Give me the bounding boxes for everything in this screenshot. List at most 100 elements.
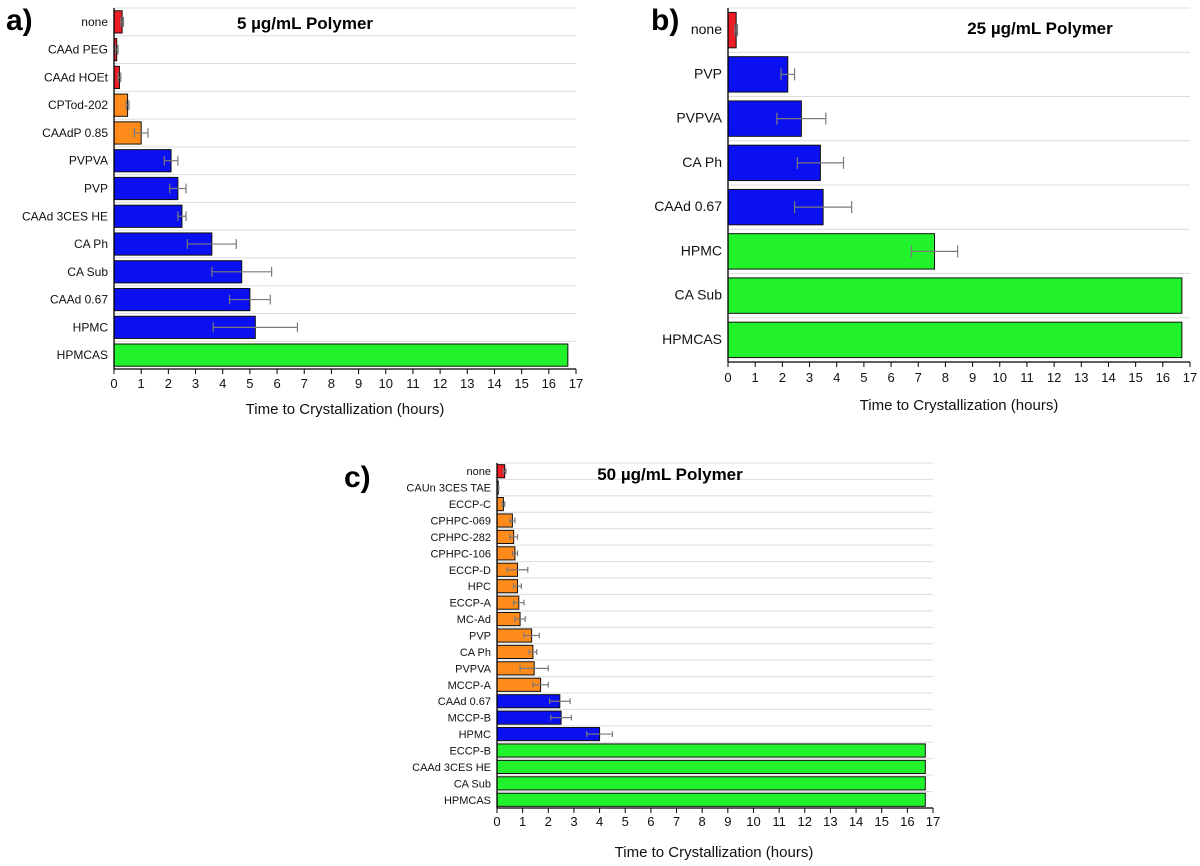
x-tick-label: 2 xyxy=(165,376,172,391)
category-label: HPMC xyxy=(459,729,491,741)
x-tick-label: 6 xyxy=(647,814,654,829)
chart-panel-b: b) none PVP PVPVA CA Ph CAAd 0.67 HPMC CA Sub HP… xyxy=(651,4,1197,414)
bar-pvp xyxy=(727,56,789,93)
x-tick-label: 7 xyxy=(915,370,922,385)
chart-panel-c: c) none CAUn 3CES TAE ECCP-C CPHPC-069 CPHPC-… xyxy=(344,461,940,861)
category-label: none xyxy=(81,15,108,29)
category-label: CAAd 0.67 xyxy=(654,198,722,214)
category-label: HPMCAS xyxy=(57,348,108,362)
category-label: none xyxy=(691,21,722,37)
category-label: ECCP-B xyxy=(449,746,491,758)
x-tick-label: 8 xyxy=(699,814,706,829)
bar-eccp-b xyxy=(496,743,926,758)
x-tick-label: 16 xyxy=(542,376,556,391)
category-label: CAAd PEG xyxy=(48,43,108,57)
x-tick-label: 10 xyxy=(993,370,1007,385)
x-tick-label: 13 xyxy=(460,376,474,391)
category-label: HPMCAS xyxy=(444,795,491,807)
panel-label: c) xyxy=(344,461,371,494)
x-tick-label: 0 xyxy=(493,814,500,829)
x-tick-label: 3 xyxy=(806,370,813,385)
x-tick-label: 12 xyxy=(433,376,447,391)
category-label: PVPVA xyxy=(69,154,108,168)
category-label: PVPVA xyxy=(455,663,492,675)
bar-pvpva xyxy=(113,149,172,173)
x-tick-label: 11 xyxy=(406,376,420,391)
category-label: CAAd 0.67 xyxy=(438,696,491,708)
chart-panel-a: a) none CAAd PEG CAAd HOEt CPTod-202 CAAdP 0.… xyxy=(6,4,583,418)
bar-hpmcas xyxy=(113,343,569,367)
category-label: CAAd 0.67 xyxy=(50,293,108,307)
x-tick-label: 9 xyxy=(724,814,731,829)
x-tick-label: 15 xyxy=(514,376,528,391)
bar-caad-3ces-he xyxy=(496,759,926,774)
bar-hpmc xyxy=(727,233,936,270)
x-tick-label: 4 xyxy=(219,376,226,391)
category-label: HPMC xyxy=(73,320,109,334)
x-tick-label: 4 xyxy=(833,370,840,385)
category-label: HPMCAS xyxy=(662,331,722,347)
x-tick-label: 9 xyxy=(969,370,976,385)
category-label: ECCP-A xyxy=(449,598,491,610)
category-label: PVPVA xyxy=(676,110,722,126)
bar-ca-sub xyxy=(727,277,1183,314)
x-tick-label: 8 xyxy=(942,370,949,385)
bar-caad-3ces-he xyxy=(113,204,183,228)
x-tick-label: 16 xyxy=(1156,370,1170,385)
category-label: HPMC xyxy=(681,242,722,258)
x-tick-label: 16 xyxy=(900,814,914,829)
category-label: PVP xyxy=(469,631,491,643)
category-label: CAAdP 0.85 xyxy=(42,126,108,140)
x-tick-label: 15 xyxy=(874,814,888,829)
x-tick-label: 13 xyxy=(1074,370,1088,385)
x-tick-label: 12 xyxy=(798,814,812,829)
x-tick-label: 17 xyxy=(569,376,583,391)
category-label: CPTod-202 xyxy=(48,98,108,112)
bar-hpmc xyxy=(496,727,601,742)
x-tick-label: 1 xyxy=(138,376,145,391)
x-tick-label: 7 xyxy=(673,814,680,829)
x-tick-label: 13 xyxy=(823,814,837,829)
x-tick-label: 5 xyxy=(860,370,867,385)
category-label: CAAd 3CES HE xyxy=(22,209,108,223)
x-tick-label: 3 xyxy=(192,376,199,391)
x-tick-label: 4 xyxy=(596,814,603,829)
category-label: none xyxy=(467,466,491,478)
category-label: CPHPC-069 xyxy=(430,516,491,528)
x-axis-label: Time to Crystallization (hours) xyxy=(860,397,1059,414)
category-label: ECCP-D xyxy=(449,565,491,577)
category-label: ECCP-C xyxy=(449,499,491,511)
category-label: CA Ph xyxy=(74,237,108,251)
x-tick-label: 17 xyxy=(926,814,940,829)
x-tick-label: 0 xyxy=(724,370,731,385)
x-tick-label: 12 xyxy=(1047,370,1061,385)
category-label: HPC xyxy=(468,581,491,593)
x-tick-label: 14 xyxy=(487,376,501,391)
x-tick-label: 5 xyxy=(246,376,253,391)
x-tick-label: 1 xyxy=(519,814,526,829)
category-label: CPHPC-282 xyxy=(430,532,491,544)
x-tick-label: 5 xyxy=(622,814,629,829)
x-tick-label: 6 xyxy=(887,370,894,385)
category-label: CPHPC-106 xyxy=(430,548,491,560)
x-axis-label: Time to Crystallization (hours) xyxy=(246,401,445,418)
x-tick-label: 2 xyxy=(545,814,552,829)
panel-label: b) xyxy=(651,4,679,37)
x-tick-label: 2 xyxy=(779,370,786,385)
category-label: CA Ph xyxy=(682,154,722,170)
category-label: CA Ph xyxy=(460,647,491,659)
category-label: CAUn 3CES TAE xyxy=(406,483,491,495)
category-label: CA Sub xyxy=(675,287,723,303)
chart-title: 50 µg/mL Polymer xyxy=(597,465,743,484)
x-tick-label: 17 xyxy=(1183,370,1197,385)
category-label: CA Sub xyxy=(454,778,491,790)
panel-label: a) xyxy=(6,4,33,37)
bar-ca-sub xyxy=(496,776,926,791)
category-label: CA Sub xyxy=(67,265,108,279)
bar-hpmcas xyxy=(727,321,1183,359)
category-label: PVP xyxy=(84,182,108,196)
category-label: PVP xyxy=(694,65,722,81)
bar-cptod-202 xyxy=(113,93,129,117)
x-tick-label: 11 xyxy=(772,814,786,829)
